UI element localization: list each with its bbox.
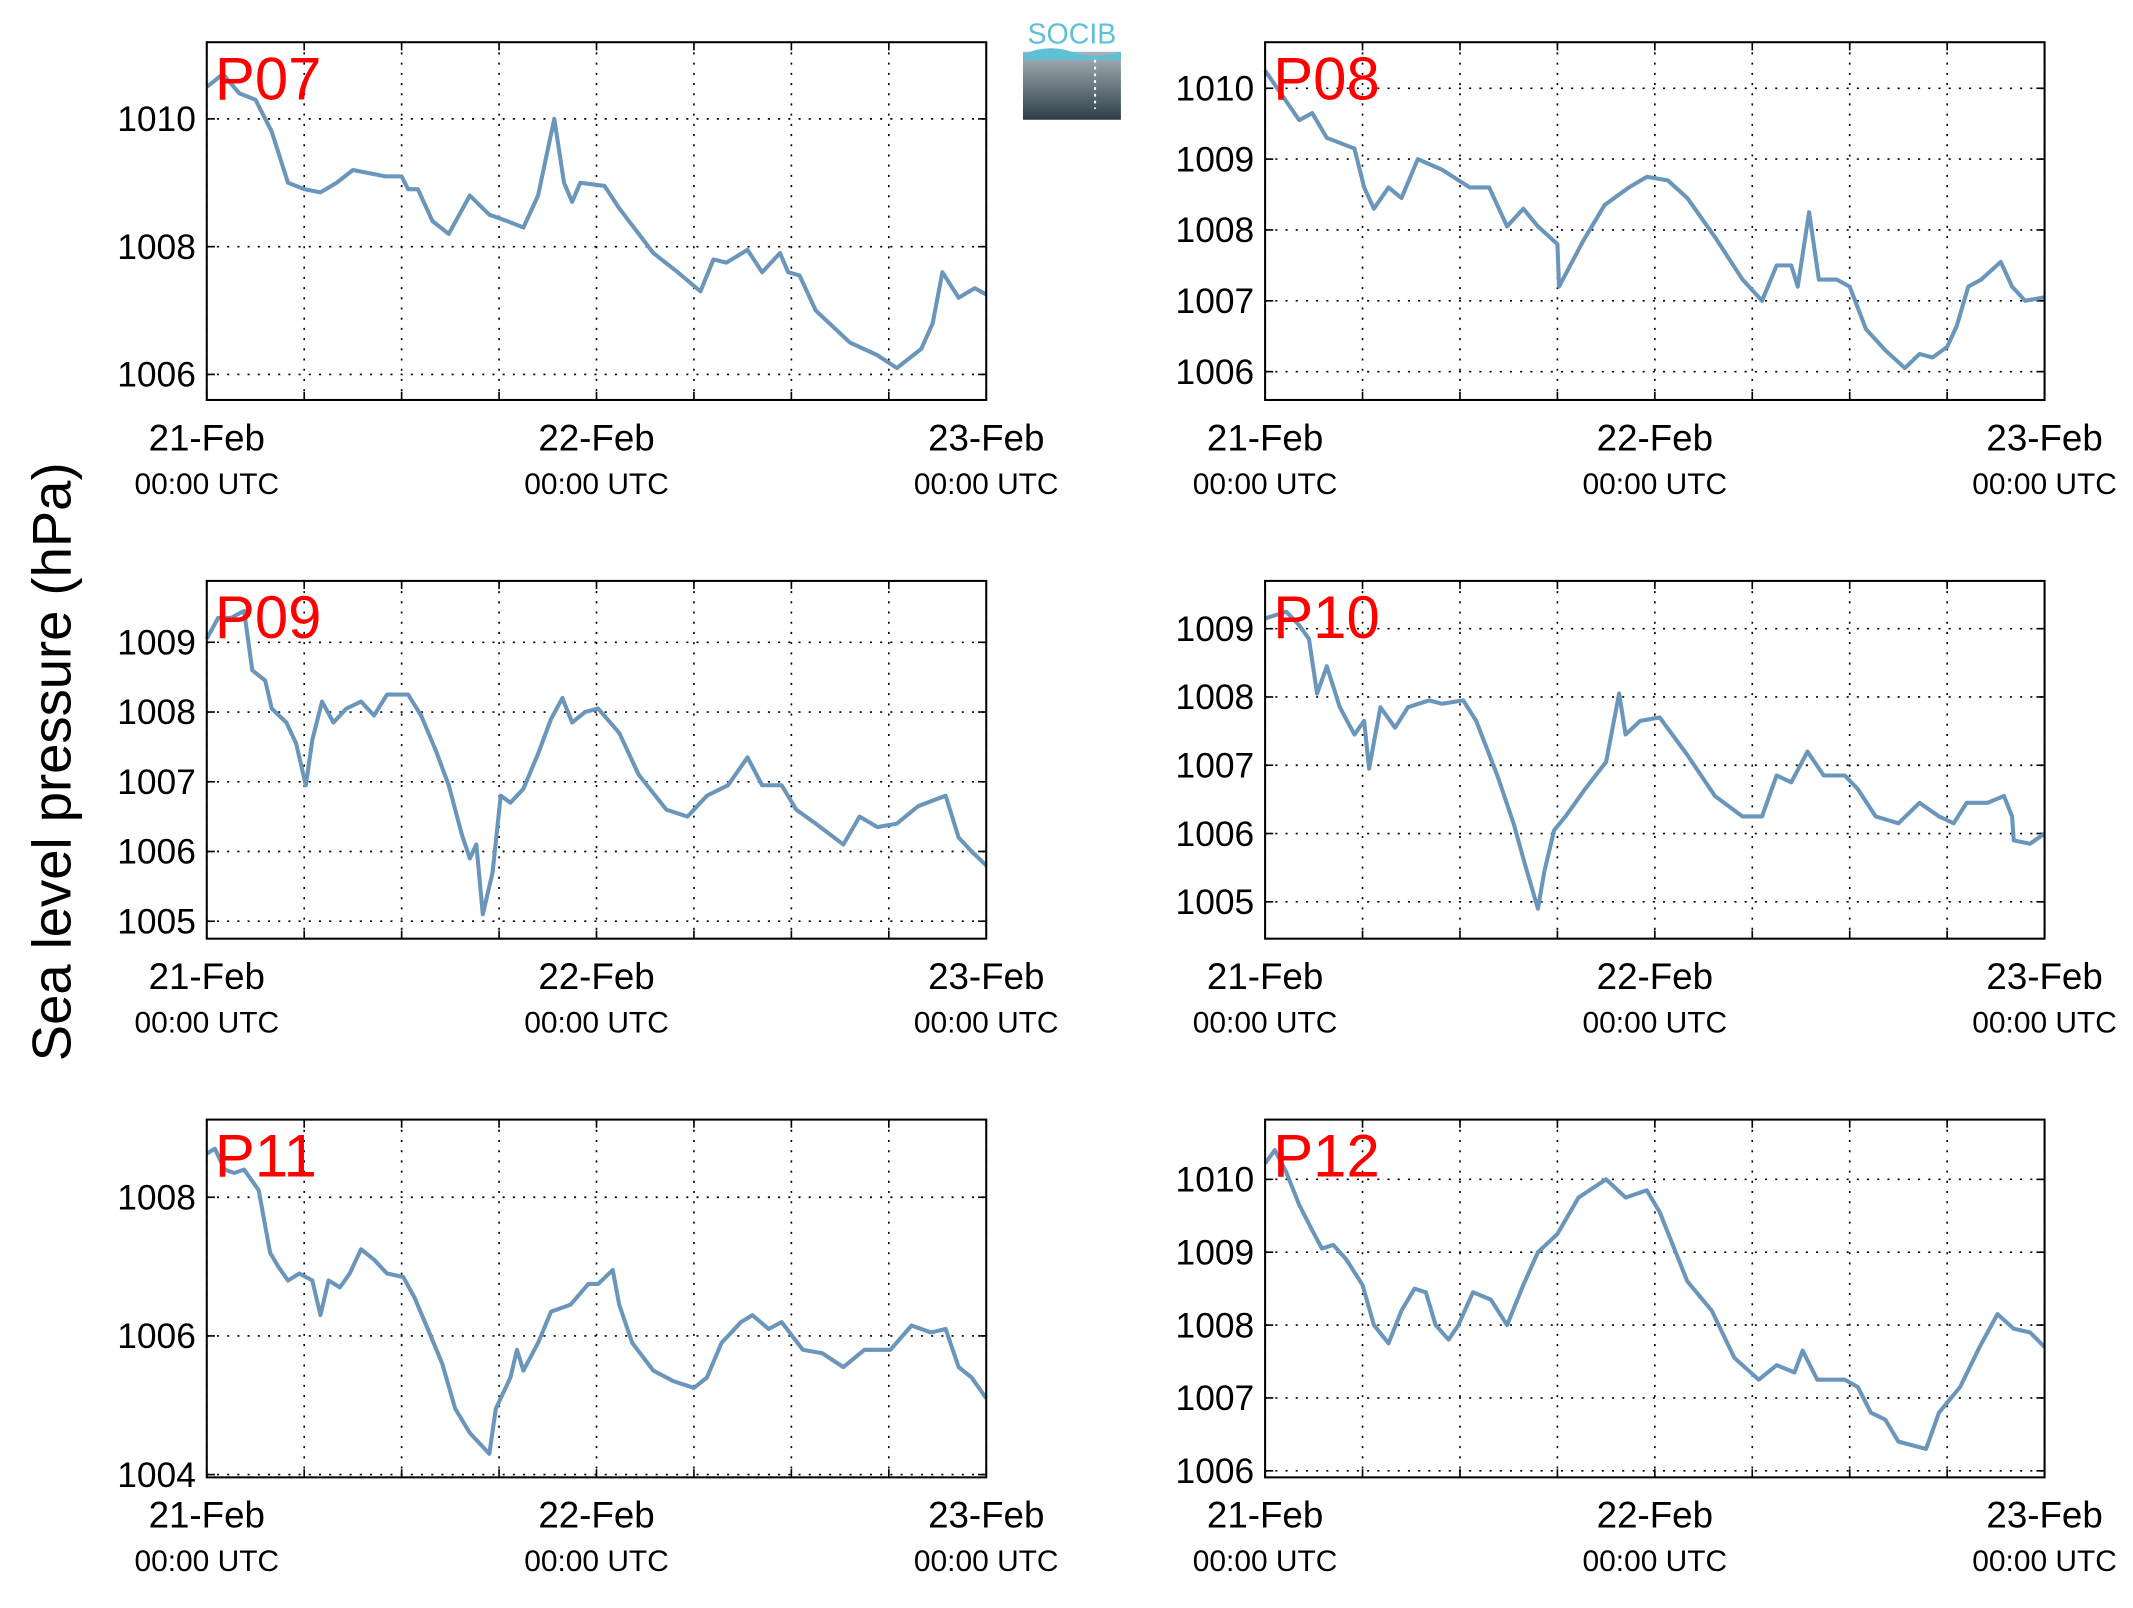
y-tick-label: 1008	[117, 1178, 196, 1217]
subplot-title: P07	[215, 45, 321, 112]
x-tick-label: 23-Feb	[1986, 417, 2102, 458]
subplot-title: P12	[1273, 1123, 1379, 1190]
subplot-title: P10	[1273, 584, 1379, 651]
x-tick-sublabel: 00:00 UTC	[1193, 468, 1338, 501]
axes-frame	[1264, 1118, 2046, 1479]
x-tick-label: 22-Feb	[1597, 417, 1713, 458]
x-tick-label: 23-Feb	[1986, 956, 2102, 997]
x-tick-label: 23-Feb	[928, 417, 1044, 458]
logo-box	[1022, 51, 1121, 120]
x-tick-sublabel: 00:00 UTC	[914, 1545, 1059, 1578]
y-tick-label: 1008	[117, 693, 196, 732]
data-line	[1263, 1148, 2047, 1451]
y-tick-label: 1007	[1176, 282, 1255, 321]
x-tick-sublabel: 00:00 UTC	[1972, 1545, 2117, 1578]
x-tick-sublabel: 00:00 UTC	[524, 1545, 669, 1578]
x-tick-sublabel: 00:00 UTC	[1972, 1007, 2117, 1040]
y-tick-label: 1008	[1176, 1306, 1255, 1345]
x-tick-label: 22-Feb	[538, 1495, 654, 1536]
x-tick-sublabel: 00:00 UTC	[1972, 468, 2117, 501]
x-tick-label: 21-Feb	[1207, 956, 1323, 997]
subplot-title: P08	[1273, 45, 1379, 112]
y-tick-label: 1007	[117, 763, 196, 802]
y-tick-label: 1009	[117, 624, 196, 663]
y-tick-label: 1006	[117, 356, 196, 395]
logo-text: SOCIB	[1028, 19, 1117, 51]
logo-wave	[1022, 48, 1121, 60]
x-tick-sublabel: 00:00 UTC	[524, 1007, 669, 1040]
subplot-title: P11	[215, 1123, 317, 1190]
y-tick-label: 1008	[117, 228, 196, 267]
y-axis-label: Sea level pressure (hPa)	[22, 462, 83, 1061]
y-tick-label: 1005	[1176, 883, 1255, 922]
y-tick-label: 1008	[1176, 678, 1255, 717]
x-tick-sublabel: 00:00 UTC	[134, 468, 279, 501]
y-tick-label: 1010	[1176, 70, 1255, 109]
y-tick-label: 1006	[117, 1317, 196, 1356]
x-tick-sublabel: 00:00 UTC	[1583, 468, 1728, 501]
x-tick-label: 22-Feb	[1597, 1495, 1713, 1536]
axes-frame	[1264, 41, 2046, 402]
axes-frame	[205, 41, 988, 402]
y-tick-label: 1009	[1176, 610, 1255, 649]
data-line	[205, 1146, 988, 1456]
x-tick-label: 21-Feb	[1207, 417, 1323, 458]
logo: SOCIB	[1022, 19, 1121, 120]
x-tick-sublabel: 00:00 UTC	[914, 468, 1059, 501]
y-tick-label: 1004	[117, 1456, 196, 1495]
y-tick-label: 1010	[117, 100, 196, 139]
x-tick-label: 21-Feb	[1207, 1495, 1323, 1536]
x-tick-label: 22-Feb	[1597, 956, 1713, 997]
subplot: 1006 1007 1008 1009 1010 21-Feb 00:00 UTC 22-Fe…	[1176, 41, 2117, 501]
subplot: 1006 1007 1008 1009 1010 21-Feb 00:00 UTC 22-Fe…	[1176, 1118, 2117, 1578]
x-tick-sublabel: 00:00 UTC	[1583, 1545, 1728, 1578]
x-tick-label: 21-Feb	[149, 1495, 265, 1536]
y-tick-label: 1006	[1176, 815, 1255, 854]
y-tick-label: 1008	[1176, 211, 1255, 250]
data-line	[204, 608, 988, 917]
x-tick-label: 22-Feb	[538, 956, 654, 997]
x-tick-sublabel: 00:00 UTC	[1583, 1007, 1728, 1040]
x-tick-sublabel: 00:00 UTC	[134, 1545, 279, 1578]
axes-frame	[205, 579, 988, 940]
y-tick-label: 1006	[1176, 1452, 1255, 1491]
x-tick-sublabel: 00:00 UTC	[524, 468, 669, 501]
axes-frame	[1264, 579, 2046, 940]
x-tick-label: 21-Feb	[149, 417, 265, 458]
subplot: 1004 1006 1008 21-Feb 00:00 UTC 22-Feb 00:00 U…	[117, 1118, 1059, 1578]
subplot: 1005 1006 1007 1008 1009 21-Feb 00:00 UTC 22-Fe…	[117, 579, 1059, 1040]
data-line	[1264, 609, 2046, 911]
x-tick-label: 23-Feb	[928, 1495, 1044, 1536]
subplot: 1006 1008 1010 21-Feb 00:00 UTC 22-Feb 00:00 U…	[117, 41, 1059, 501]
x-tick-sublabel: 00:00 UTC	[1193, 1007, 1338, 1040]
y-tick-label: 1009	[1176, 1233, 1255, 1272]
x-tick-sublabel: 00:00 UTC	[1193, 1545, 1338, 1578]
x-tick-label: 21-Feb	[149, 956, 265, 997]
x-tick-label: 23-Feb	[928, 956, 1044, 997]
subplot: 1005 1006 1007 1008 1009 21-Feb 00:00 UTC 22-Fe…	[1176, 579, 2117, 1040]
data-line	[1263, 69, 2045, 371]
data-line	[205, 72, 988, 371]
x-tick-label: 22-Feb	[538, 417, 654, 458]
y-tick-label: 1010	[1176, 1161, 1255, 1200]
x-tick-sublabel: 00:00 UTC	[134, 1007, 279, 1040]
y-tick-label: 1005	[117, 902, 196, 941]
x-tick-label: 23-Feb	[1986, 1495, 2102, 1536]
y-tick-label: 1006	[117, 833, 196, 872]
subplot-title: P09	[215, 584, 321, 651]
y-tick-label: 1009	[1176, 140, 1255, 179]
axes-frame	[205, 1118, 988, 1479]
y-tick-label: 1007	[1176, 1379, 1255, 1418]
y-tick-label: 1007	[1176, 746, 1255, 785]
x-tick-sublabel: 00:00 UTC	[914, 1007, 1059, 1040]
y-tick-label: 1006	[1176, 353, 1255, 392]
